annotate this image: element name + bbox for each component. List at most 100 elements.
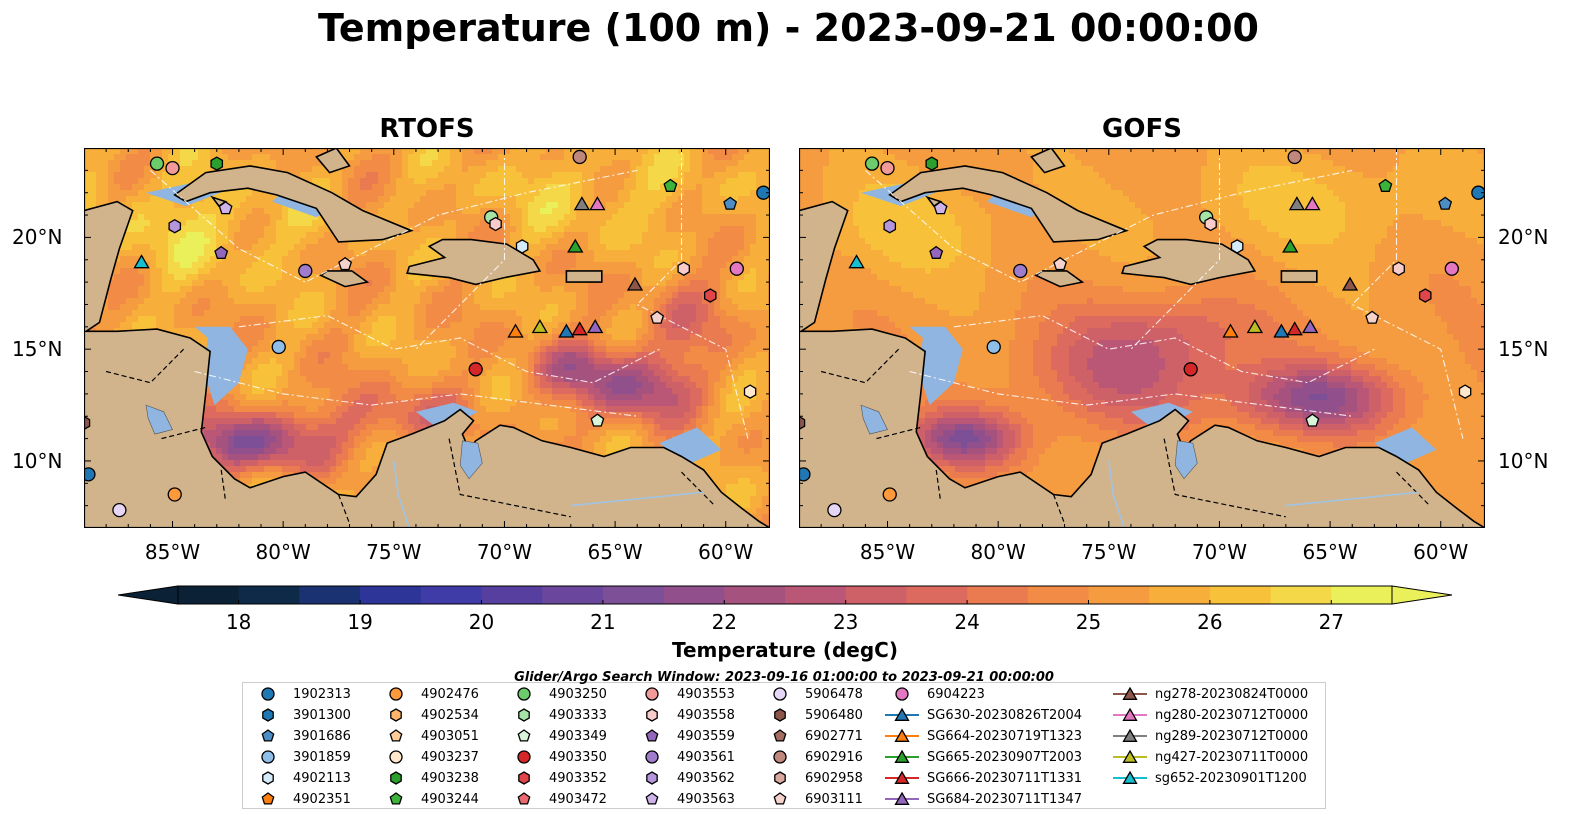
- colorbar-segment: [299, 586, 361, 604]
- hexagon-marker-icon: [774, 771, 786, 785]
- circle-marker-icon: [645, 750, 659, 764]
- legend-label: 4903561: [677, 749, 735, 765]
- rtofs-obs-marker: [567, 238, 584, 253]
- search-window-label: Glider/Argo Search Window: 2023-09-16 01…: [514, 670, 1054, 685]
- legend-label: 4903051: [421, 728, 479, 744]
- circle-marker-icon: [517, 687, 531, 701]
- rtofs-border-2: [220, 469, 227, 502]
- rtofs-obs-marker: [663, 178, 678, 192]
- lat-tick-label-right: 20°N: [1498, 225, 1549, 250]
- rtofs-lake-0: [145, 404, 173, 435]
- gofs-obs-marker: [929, 245, 944, 259]
- legend-label: ng289-20230712T0000: [1155, 728, 1309, 744]
- colorbar-segment: [1149, 586, 1211, 604]
- legend-entry: SG665-20230907T2003: [885, 747, 1082, 767]
- gofs-obs-marker: [1288, 196, 1306, 211]
- lon-tick-label: 60°W: [1413, 540, 1469, 564]
- legend-label: 3901300: [293, 707, 351, 723]
- lon-tick-label: 60°W: [698, 540, 754, 564]
- rtofs-eez-line-2: [194, 370, 638, 417]
- gofs-temperature-field: [799, 148, 1485, 528]
- legend-label: 4903350: [549, 749, 607, 765]
- legend-label: 4903238: [421, 770, 479, 786]
- pentagon-marker: [261, 792, 275, 805]
- map-gofs: [799, 148, 1485, 528]
- legend-entry: 6902771: [763, 726, 863, 746]
- legend-entry: 4902534: [379, 705, 479, 725]
- lon-tick-label: 80°W: [970, 540, 1026, 564]
- legend-label: 4902113: [293, 770, 351, 786]
- triangle-marker: [1122, 770, 1138, 784]
- rtofs-eez-line-1: [238, 315, 660, 384]
- rtofs-land-yucatan: [84, 200, 770, 528]
- rtofs-obs-marker: [338, 256, 353, 271]
- circle-marker-icon: [773, 687, 787, 701]
- legend-entry: ng278-20230824T0000: [1113, 684, 1308, 704]
- pentagon-marker-icon: [517, 792, 531, 805]
- circle-marker: [389, 687, 403, 701]
- legend-label: 4903244: [421, 791, 479, 807]
- lat-tick-label-left: 10°N: [12, 448, 63, 473]
- legend-entry: 6902958: [763, 768, 863, 788]
- panel-title-gofs: GOFS: [1102, 114, 1182, 144]
- colorbar-segment: [1209, 586, 1272, 604]
- lon-tick-label: 80°W: [255, 540, 311, 564]
- pentagon-marker: [389, 729, 403, 742]
- pentagon-marker-icon: [645, 792, 659, 805]
- legend-entry: ng289-20230712T0000: [1113, 726, 1308, 746]
- legend-label: 4903553: [677, 686, 735, 702]
- hexagon-marker-icon: [390, 771, 402, 785]
- gofs-obs-marker: [1246, 319, 1264, 334]
- rtofs-border-3: [337, 494, 351, 524]
- rtofs-obs-marker: [571, 321, 588, 336]
- legend-entry: 4903563: [635, 789, 735, 809]
- pentagon-marker-icon: [261, 729, 275, 742]
- hexagon-marker: [390, 708, 402, 722]
- hexagon-marker: [390, 771, 402, 785]
- gofs-obs-marker: [1053, 256, 1068, 271]
- circle-marker-icon: [645, 687, 659, 701]
- gofs-land-bahamas: [1030, 148, 1066, 174]
- gofs-obs-marker: [933, 201, 948, 215]
- colorbar-segment: [663, 586, 725, 604]
- gofs-obs-marker: [925, 156, 939, 171]
- hexagon-marker: [774, 771, 786, 785]
- gofs-obs-marker: [799, 415, 806, 431]
- legend-entry: 4903051: [379, 726, 479, 746]
- rtofs-land-puertorico: [565, 270, 603, 283]
- colorbar-segment: [1088, 586, 1150, 604]
- legend-label: 4903333: [549, 707, 607, 723]
- pentagon-marker-icon: [645, 729, 659, 742]
- gofs-obs-marker: [1230, 239, 1244, 254]
- rtofs-obs-marker: [703, 288, 717, 303]
- colorbar-segment: [481, 586, 543, 604]
- lon-tick-label: 65°W: [1302, 540, 1358, 564]
- gofs-obs-marker: [1418, 288, 1432, 303]
- triangle-marker: [894, 791, 910, 805]
- legend-entry: 6904223: [885, 684, 985, 704]
- circle-marker-icon: [389, 687, 403, 701]
- gofs-obs-marker: [1273, 323, 1290, 338]
- legend-entry: 4903237: [379, 747, 479, 767]
- colorbar-segment: [967, 586, 1029, 604]
- colorbar-tick-label: 25: [1075, 610, 1102, 634]
- circle-marker-icon: [895, 687, 909, 701]
- colorbar-tick-label: 22: [711, 610, 738, 634]
- lon-tick-label: 70°W: [476, 540, 533, 564]
- pentagon-marker: [389, 792, 403, 805]
- gofs-land-puertorico: [1280, 270, 1318, 283]
- rtofs-obs-marker: [165, 160, 180, 176]
- colorbar-tick-label: 19: [347, 610, 373, 634]
- rtofs-obs-marker: [650, 310, 665, 324]
- gofs-obs-marker: [1301, 319, 1319, 334]
- circle-marker: [895, 687, 909, 701]
- gofs-obs-marker: [827, 502, 842, 518]
- triangle-marker-icon: [1113, 770, 1147, 784]
- triangle-marker: [1122, 728, 1138, 742]
- hexagon-marker-icon: [390, 708, 402, 722]
- rtofs-obs-marker: [590, 413, 605, 427]
- rtofs-obs-marker: [112, 502, 127, 518]
- colorbar-extend-high: [1391, 585, 1452, 605]
- legend-label: 6902771: [805, 728, 863, 744]
- legend-label: 6902958: [805, 770, 863, 786]
